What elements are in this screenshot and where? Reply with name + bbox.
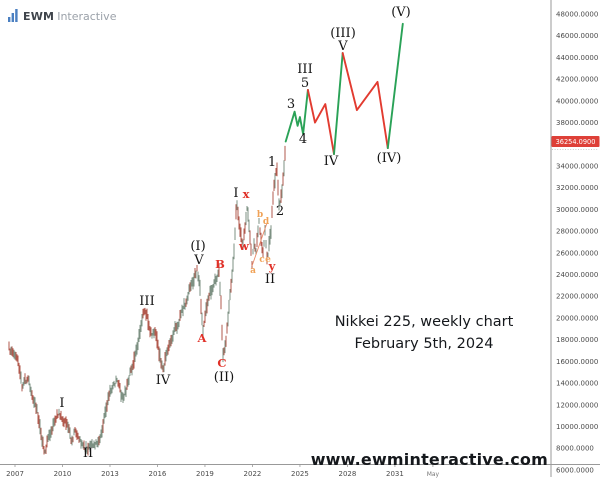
y-axis-label: 26000.0000 bbox=[556, 249, 598, 257]
wave-label: 1 bbox=[268, 155, 276, 170]
wave-label: (V) bbox=[391, 5, 411, 20]
wave-label: (IV) bbox=[377, 151, 402, 166]
x-axis-label: 2010 bbox=[54, 470, 72, 478]
x-axis-label: May bbox=[427, 471, 440, 478]
wave-label: A bbox=[197, 331, 208, 345]
wave-label: 2 bbox=[276, 204, 284, 219]
y-axis-label: 48000.0000 bbox=[556, 10, 598, 18]
logo-text-ewm: EWM bbox=[23, 10, 55, 23]
y-axis-label: 40000.0000 bbox=[556, 97, 598, 105]
wave-label: 4 bbox=[299, 132, 307, 147]
y-axis-label: 6000.0000 bbox=[556, 466, 594, 474]
y-axis-label: 8000.0000 bbox=[556, 445, 594, 453]
x-axis-label: 2028 bbox=[339, 470, 357, 478]
wave-label: III bbox=[139, 294, 154, 309]
y-axis-label: 18000.0000 bbox=[556, 336, 598, 344]
wave-label: IV bbox=[324, 154, 339, 169]
y-axis-label: 30000.0000 bbox=[556, 206, 598, 214]
x-axis-label: 2025 bbox=[291, 470, 309, 478]
watermark-url: www.ewminteractive.com bbox=[310, 450, 548, 469]
x-axis-label: 2013 bbox=[101, 470, 119, 478]
current-price-badge-label: 36254.0900 bbox=[556, 138, 596, 146]
wave-label: V bbox=[337, 39, 348, 54]
wave-label: (II) bbox=[214, 370, 234, 385]
wave-label: III bbox=[297, 62, 312, 77]
projection-line-green bbox=[333, 52, 344, 156]
wave-label: (I) bbox=[190, 239, 205, 254]
y-axis-label: 16000.0000 bbox=[556, 358, 598, 366]
chart-title: Nikkei 225, weekly chart February 5th, 2… bbox=[324, 314, 524, 352]
wave-label: x bbox=[243, 187, 250, 201]
logo-text-interactive: Interactive bbox=[57, 10, 117, 23]
y-axis-label: 42000.0000 bbox=[556, 76, 598, 84]
chart-title-line2: February 5th, 2024 bbox=[354, 336, 494, 352]
wave-label: a bbox=[250, 266, 256, 276]
x-axis-label: 2031 bbox=[386, 470, 404, 478]
y-axis-label: 44000.0000 bbox=[556, 54, 598, 62]
wave-label: I bbox=[233, 186, 238, 201]
wave-label: b bbox=[257, 210, 263, 220]
y-axis-label: 28000.0000 bbox=[556, 228, 598, 236]
wave-label: B bbox=[215, 257, 225, 271]
wave-label: y bbox=[268, 259, 276, 273]
wave-label: IV bbox=[156, 373, 171, 388]
x-axis-label: 2022 bbox=[244, 470, 262, 478]
wave-label: w bbox=[238, 239, 250, 253]
wave-label: II bbox=[83, 446, 93, 461]
y-axis-label: 24000.0000 bbox=[556, 271, 598, 279]
chart-title-line1: Nikkei 225, weekly chart bbox=[334, 314, 514, 330]
projection-line-green bbox=[284, 89, 309, 143]
projection-line-green bbox=[386, 22, 404, 150]
y-axis-label: 34000.0000 bbox=[556, 162, 598, 170]
wave-label: e bbox=[265, 255, 271, 265]
logo: EWM Interactive bbox=[8, 8, 116, 23]
wave-label: 5 bbox=[301, 76, 309, 91]
wave-label: C bbox=[217, 356, 226, 370]
projection-line-red bbox=[306, 89, 335, 156]
y-axis-label: 10000.0000 bbox=[556, 423, 598, 431]
x-axis-label: 2007 bbox=[6, 470, 24, 478]
wave-label: d bbox=[263, 217, 270, 227]
y-axis-label: 46000.0000 bbox=[556, 32, 598, 40]
y-axis-label: 20000.0000 bbox=[556, 314, 598, 322]
wave-label: V bbox=[193, 253, 204, 268]
y-axis-label: 38000.0000 bbox=[556, 119, 598, 127]
wave-label: c bbox=[259, 255, 265, 265]
y-axis-label: 14000.0000 bbox=[556, 380, 598, 388]
y-axis-label: 12000.0000 bbox=[556, 401, 598, 409]
wave-label: (III) bbox=[330, 26, 356, 41]
logo-bars-icon bbox=[8, 9, 18, 22]
x-axis-label: 2016 bbox=[149, 470, 167, 478]
wave-label: I bbox=[59, 396, 64, 411]
y-axis-label: 22000.0000 bbox=[556, 293, 598, 301]
wave-label: II bbox=[265, 272, 275, 287]
x-axis-label: 2019 bbox=[196, 470, 214, 478]
y-axis-label: 32000.0000 bbox=[556, 184, 598, 192]
triangle-trendline bbox=[251, 222, 268, 267]
wave-label: 3 bbox=[287, 97, 295, 112]
current-price-badge bbox=[551, 136, 600, 147]
projection-line-red bbox=[341, 52, 389, 150]
